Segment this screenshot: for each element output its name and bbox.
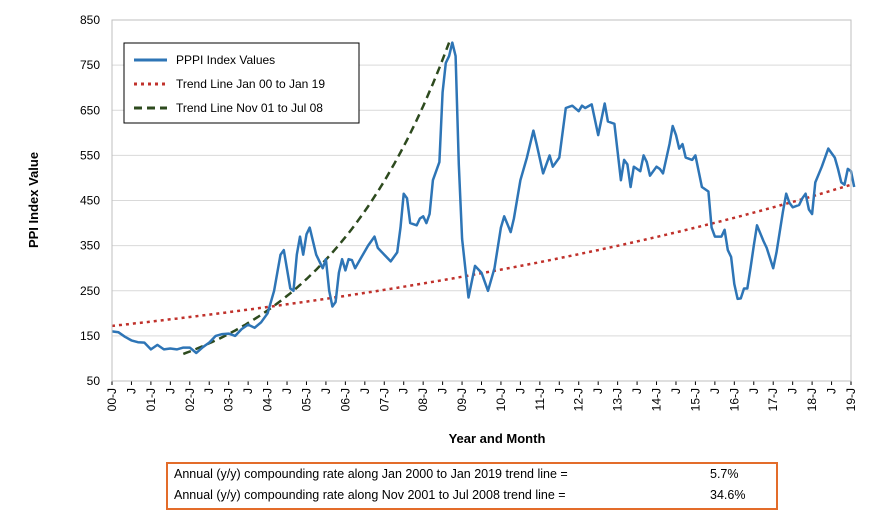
x-tick-label: 14-J <box>650 388 664 411</box>
note-row-long-trend: Annual (y/y) compounding rate along Jan … <box>174 467 739 481</box>
plot-frame <box>111 19 852 382</box>
note-label-long-trend: Annual (y/y) compounding rate along Jan … <box>174 467 568 481</box>
x-tick-label: J <box>669 388 683 394</box>
legend-label-trend-long: Trend Line Jan 00 to Jan 19 <box>176 77 325 91</box>
legend-label-trend-short: Trend Line Nov 01 to Jul 08 <box>176 101 323 115</box>
y-tick-label: 350 <box>80 239 100 253</box>
pppi-index-line <box>111 41 856 355</box>
x-tick-label: J <box>747 388 761 394</box>
x-tick-label: J <box>630 388 644 394</box>
x-tick-label: 19-J <box>844 388 858 411</box>
x-tick-label: J <box>241 388 255 394</box>
note-value-long-trend: 5.7% <box>710 467 739 481</box>
x-tick-label: J <box>280 388 294 394</box>
y-tick-label: 850 <box>80 13 100 27</box>
x-tick-label: 12-J <box>572 388 586 411</box>
x-tick-label: 06-J <box>338 388 352 411</box>
x-tick-label: 16-J <box>727 388 741 411</box>
chart: 50 150 250 350 450 550 650 750 850 00-J J 01-J J 02-… <box>26 13 858 446</box>
x-tick-label: J <box>202 388 216 394</box>
y-tick-label: 750 <box>80 58 100 72</box>
x-tick-label: J <box>552 388 566 394</box>
y-tick-label: 550 <box>80 148 100 162</box>
legend-label-pppi: PPPI Index Values <box>176 53 275 67</box>
y-tick-label: 250 <box>80 284 100 298</box>
x-tick-label: 08-J <box>416 388 430 411</box>
y-tick-label: 50 <box>87 374 101 388</box>
x-tick-label: 04-J <box>261 388 275 411</box>
x-tick-label: 07-J <box>377 388 391 411</box>
note-label-short-trend: Annual (y/y) compounding rate along Nov … <box>174 488 566 502</box>
x-tick-label: 03-J <box>222 388 236 411</box>
x-tick-label: 05-J <box>299 388 313 411</box>
series-group <box>111 41 856 356</box>
trend-line-jan00-jan19 <box>111 182 855 328</box>
y-axis-ticks: 50 150 250 350 450 550 650 750 850 <box>80 13 100 388</box>
x-tick-label: 00-J <box>105 388 119 411</box>
x-tick-label: J <box>786 388 800 394</box>
x-tick-label: 11-J <box>533 388 547 410</box>
y-tick-label: 450 <box>80 194 100 208</box>
x-tick-label: J <box>475 388 489 394</box>
x-axis-ticks: 00-J J 01-J J 02-J J 03-J J 04-J J 05-J J 06-J J 07-J J… <box>105 381 858 411</box>
trend-line-nov01-jul08 <box>182 42 451 356</box>
legend: PPPI Index Values Trend Line Jan 00 to J… <box>123 42 360 124</box>
x-tick-label: J <box>591 388 605 394</box>
x-tick-label: 02-J <box>183 388 197 411</box>
x-tick-label: J <box>319 388 333 394</box>
y-axis-title: PPI Index Value <box>26 152 41 248</box>
x-tick-label: 10-J <box>494 388 508 411</box>
x-tick-label: 15-J <box>688 388 702 411</box>
note-value-short-trend: 34.6% <box>710 488 746 502</box>
note-row-short-trend: Annual (y/y) compounding rate along Nov … <box>174 488 745 502</box>
x-tick-label: J <box>358 388 372 394</box>
x-tick-label: J <box>163 388 177 394</box>
x-tick-label: J <box>436 388 450 394</box>
x-tick-label: 09-J <box>455 388 469 411</box>
compounding-rate-note-box: Annual (y/y) compounding rate along Jan … <box>166 462 778 510</box>
x-tick-label: 01-J <box>144 388 158 411</box>
y-tick-label: 650 <box>80 103 100 117</box>
x-tick-label: 17-J <box>766 388 780 411</box>
x-tick-label: 18-J <box>805 388 819 411</box>
x-tick-label: 13-J <box>611 388 625 411</box>
x-tick-label: J <box>397 388 411 394</box>
x-tick-label: J <box>708 388 722 394</box>
y-tick-label: 150 <box>80 329 100 343</box>
x-tick-label: J <box>124 388 138 394</box>
x-tick-label: J <box>825 388 839 394</box>
x-tick-label: J <box>513 388 527 394</box>
x-axis-title: Year and Month <box>449 431 546 446</box>
